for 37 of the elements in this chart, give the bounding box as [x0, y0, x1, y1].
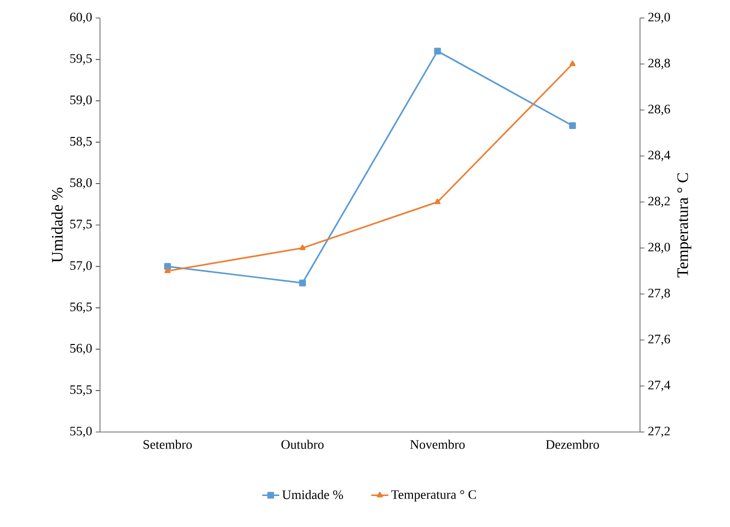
y2-tick-label: 28,4	[648, 150, 670, 162]
point	[569, 122, 576, 130]
y-tick-label: 57,5	[70, 220, 92, 230]
y-tick-label: 58,0	[70, 178, 92, 189]
y-tick-label: 55,0	[70, 426, 92, 438]
y-tick-label: 59,0	[70, 96, 92, 106]
y2-tick-label: 27,4	[648, 380, 670, 392]
y2-tick-label: 29,0	[648, 12, 670, 24]
x-tick-label: Novembro	[410, 440, 465, 449]
point	[164, 263, 171, 270]
x-tick-label: Dezembro	[546, 440, 599, 449]
x-tick-label: Setembro	[144, 440, 192, 449]
y-tick-label: 59,5	[70, 54, 92, 65]
y2-tick-label: 28,6	[648, 104, 670, 116]
y2-tick-label: 28,8	[648, 58, 670, 70]
y2-tick-label: 28,2	[648, 196, 670, 208]
point	[164, 268, 171, 274]
y-tick-label: 58,5	[70, 136, 92, 148]
y2-tick-label: 27,2	[648, 426, 670, 438]
y-tick-label: 56,0	[70, 344, 92, 355]
point	[434, 198, 441, 204]
y2-tick-label: 28,0	[648, 242, 670, 254]
legend-label: Temperatura ° C	[391, 490, 476, 502]
y-axis-title: Umidade %	[51, 188, 63, 263]
y2-tick-label: 27,8	[648, 288, 670, 300]
point	[434, 48, 441, 55]
y2-tick-label: 27,6	[648, 334, 670, 346]
point	[299, 244, 306, 250]
point	[569, 60, 576, 66]
x-tick-label: Outubro	[281, 440, 324, 449]
y-tick-label: 55,5	[70, 385, 92, 396]
point	[299, 280, 306, 286]
legend-label: Umidade %	[282, 490, 344, 500]
y-tick-label: 60,0	[70, 12, 92, 24]
y-tick-label: 57,0	[70, 261, 92, 272]
y2-axis-title: Temperatura ° C	[677, 173, 692, 278]
y-tick-label: 56,5	[70, 302, 92, 314]
